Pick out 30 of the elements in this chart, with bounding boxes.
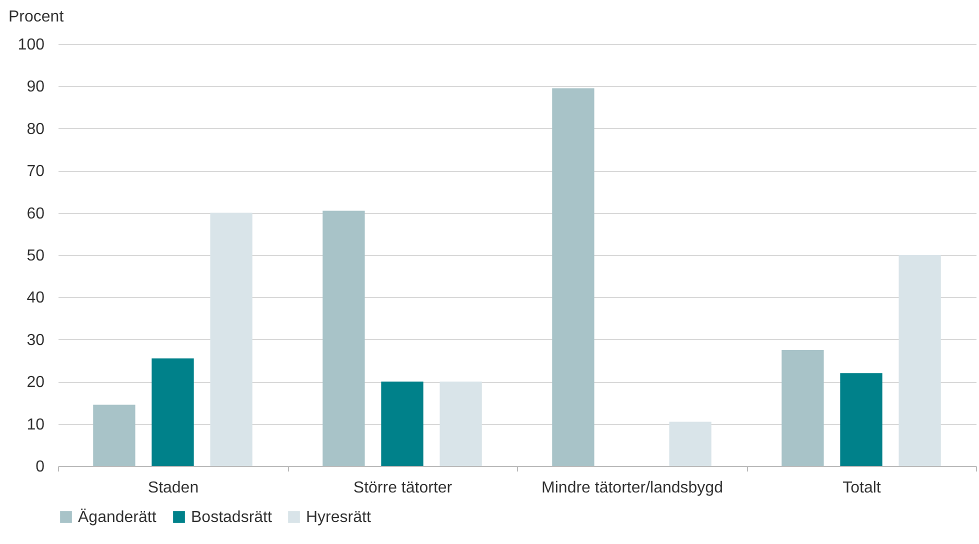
y-tick-label: 0 bbox=[36, 458, 45, 476]
bar bbox=[322, 210, 365, 466]
y-tick-label: 60 bbox=[26, 205, 45, 222]
bar bbox=[840, 373, 882, 466]
y-tick-label: 40 bbox=[26, 290, 45, 307]
y-tick-label: 80 bbox=[26, 120, 45, 138]
y-tick-label: 100 bbox=[18, 36, 45, 54]
bar bbox=[440, 382, 482, 466]
y-tick-label: 20 bbox=[26, 374, 45, 392]
legend-label: Äganderätt bbox=[78, 508, 157, 526]
x-tick-label: Totalt bbox=[842, 480, 882, 496]
bar bbox=[93, 404, 136, 466]
y-tick-label: 90 bbox=[26, 78, 45, 96]
x-tick-label: Mindre tätorter/landsbygd bbox=[542, 480, 723, 496]
bar bbox=[210, 212, 252, 466]
y-tick-label: 50 bbox=[26, 248, 45, 264]
bar bbox=[898, 255, 941, 466]
legend-label: Bostadsrätt bbox=[191, 509, 272, 526]
y-tick-label: 10 bbox=[26, 416, 45, 434]
bar bbox=[152, 358, 194, 466]
x-tick-label: Större tätorter bbox=[353, 480, 453, 496]
x-tick-label: Staden bbox=[148, 480, 199, 496]
bar bbox=[782, 350, 824, 466]
legend-label: Hyresrätt bbox=[306, 509, 372, 526]
y-tick-label: 30 bbox=[26, 332, 45, 349]
bar bbox=[381, 382, 424, 466]
bar bbox=[669, 422, 712, 466]
y-tick-label: 70 bbox=[26, 163, 45, 180]
y-axis-title: Procent bbox=[8, 8, 64, 26]
bar bbox=[552, 88, 594, 466]
